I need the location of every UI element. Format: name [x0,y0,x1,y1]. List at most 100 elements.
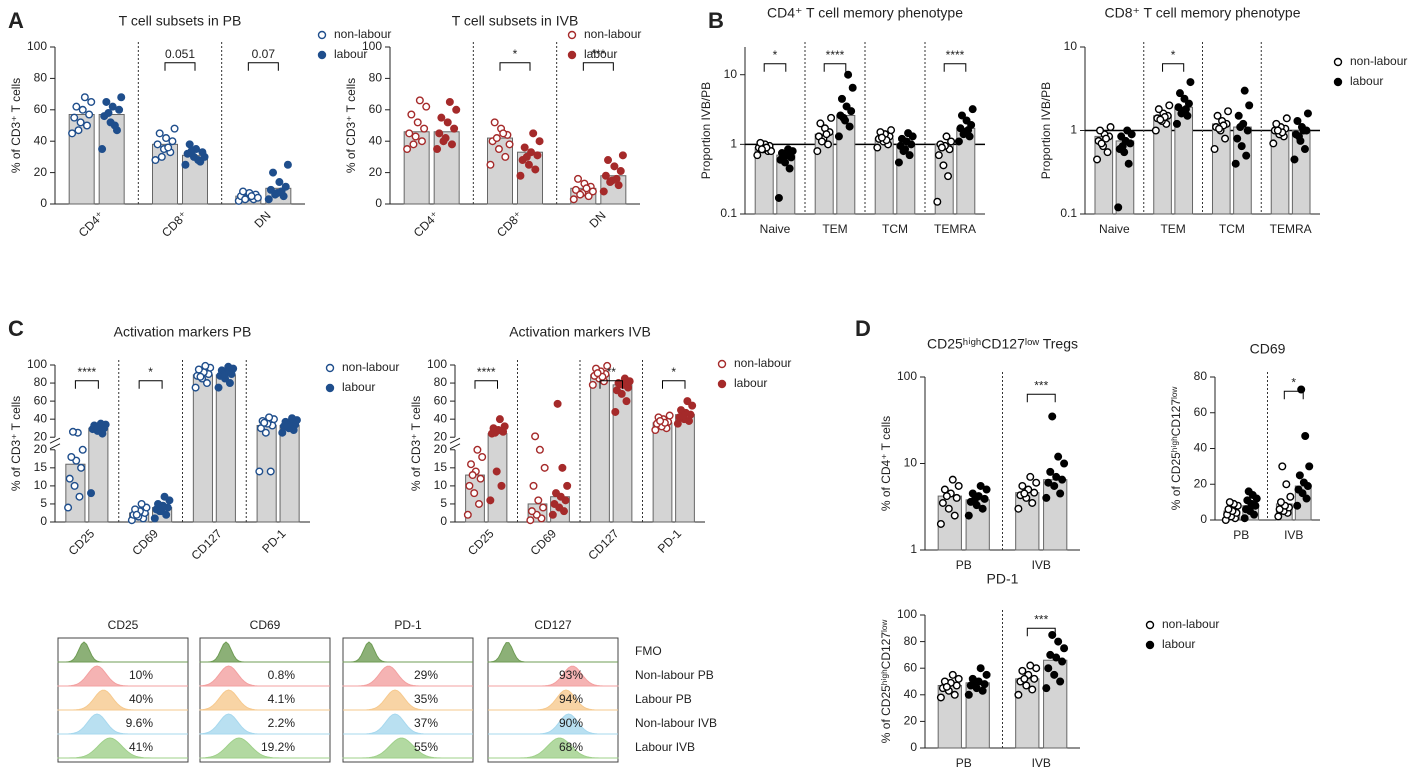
data-point [500,422,509,431]
data-point [1060,459,1069,468]
significance-bracket [1026,393,1056,403]
percentage-label: 0.8% [268,668,296,682]
axis-break [49,437,61,444]
y-tick-label: 80 [369,71,383,85]
data-point [1237,142,1246,151]
bar [487,433,508,523]
x-tick-label: CD4⁺ [411,208,442,239]
data-point [952,493,961,502]
panel-letter: B [708,8,724,33]
significance-bracket [474,380,498,389]
data-point [1210,145,1219,154]
data-point [75,492,84,501]
data-point [468,471,477,480]
data-point [601,171,610,180]
data-point [266,185,275,194]
x-tick-label: TEM [822,222,847,236]
data-point [665,411,674,420]
y-tick-label: 60 [1194,405,1208,419]
data-point [77,463,86,472]
data-point [164,143,173,152]
bar [279,424,300,523]
x-tick-label: PB [956,558,972,572]
significance-label: * [148,365,153,379]
y-tick-label: 1 [910,542,917,556]
histogram-curve [57,665,188,687]
histogram-curve [488,689,618,711]
y-tick-label: 40 [434,411,448,425]
data-point [944,172,953,181]
data-point [474,499,483,508]
data-point [1244,487,1253,496]
data-point [1046,650,1055,659]
data-point [535,137,544,146]
data-point [970,495,979,504]
bar [192,374,213,523]
data-point [817,137,826,146]
y-tick-label: 1 [1070,123,1077,137]
significance-bracket [662,380,686,389]
data-point [978,504,987,513]
bar [590,374,610,523]
data-point [1020,489,1029,498]
data-point [1058,657,1067,666]
data-point [1231,159,1240,168]
data-point [873,143,882,152]
axis-break [449,437,461,444]
data-point [968,105,977,114]
data-point [1151,126,1160,135]
x-tick-label: CD8⁺ [494,208,525,239]
data-point [255,467,264,476]
y-axis-label: % of CD25ʰⁱᵍʰCD127ˡᵒʷ [879,620,893,744]
data-point [964,511,973,520]
data-point [437,113,446,122]
data-point [450,124,459,133]
data-point [1294,485,1303,494]
data-point [1056,489,1065,498]
data-point [225,379,234,388]
data-point [405,129,414,138]
data-point [1156,115,1165,124]
y-tick-label: 0 [375,196,382,210]
data-point [1030,488,1039,497]
histogram-curve [342,641,473,663]
data-point [611,407,620,416]
data-point [1054,637,1063,646]
x-tick-label: CD25 [66,526,98,558]
chart-title: CD8⁺ T cell memory phenotype [1105,5,1301,21]
significance-bracket [582,62,614,71]
data-point [1301,431,1310,440]
chart-title: Activation markers IVB [509,324,651,340]
legend-label: labour [334,47,367,61]
histogram-curve [199,641,330,663]
histogram-curve [488,713,618,735]
y-tick-label: 20 [34,165,48,179]
data-point [260,418,269,427]
legend-marker [1145,620,1155,630]
data-point [1042,493,1051,502]
data-point [417,137,426,146]
data-point [1030,674,1039,683]
y-tick-label: 60 [434,393,448,407]
data-point [1234,111,1243,120]
x-tick-label: DN [587,208,609,230]
significance-bracket [164,62,196,71]
data-point [196,372,205,381]
data-point [1028,685,1037,694]
data-point [599,187,608,196]
data-point [950,690,959,699]
data-point [548,510,557,519]
data-point [948,670,957,679]
data-point [779,151,788,160]
data-point [1020,674,1029,683]
y-tick-label: 0 [40,514,47,528]
data-point [837,94,846,103]
data-point [604,156,613,165]
data-point [1224,505,1233,514]
data-point [539,503,548,512]
data-point [753,151,762,160]
data-point [85,110,94,119]
data-point [65,474,74,483]
data-point [201,361,210,370]
data-point [968,489,977,498]
